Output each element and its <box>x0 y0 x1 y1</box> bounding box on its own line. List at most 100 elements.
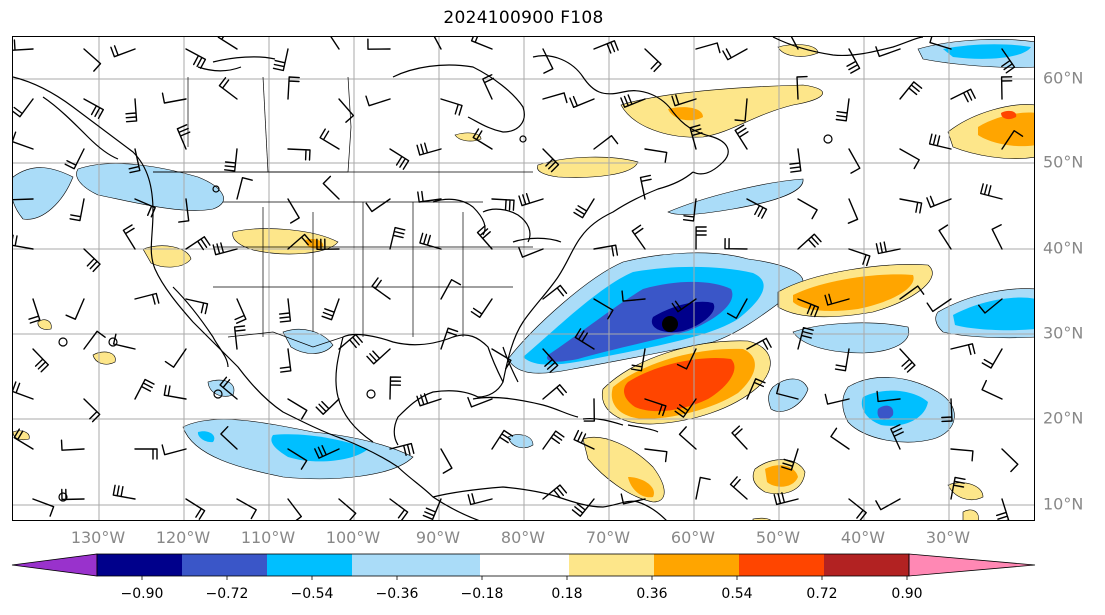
wind-barb <box>422 498 442 520</box>
wind-barb <box>797 298 820 318</box>
wind-barb <box>724 238 748 250</box>
wind-barb <box>287 198 300 224</box>
wind-barb <box>542 348 559 373</box>
wind-barb <box>797 233 822 250</box>
wind-barb <box>571 498 595 517</box>
wind-barb <box>731 425 748 450</box>
wind-barb <box>472 128 493 150</box>
lat-label: 10°N <box>1043 494 1084 514</box>
colorbar-segment <box>480 554 569 576</box>
wind-barb <box>689 124 703 150</box>
wind-barb <box>729 476 748 500</box>
wind-barb <box>620 94 646 108</box>
coastlines <box>13 37 924 520</box>
wind-barb <box>287 76 300 100</box>
lon-label: 60°W <box>670 528 716 547</box>
wind-barb <box>176 124 191 150</box>
wind-barb <box>899 348 916 373</box>
wind-barb <box>734 124 749 150</box>
colorbar-segment <box>267 554 352 576</box>
wind-barb <box>315 398 340 415</box>
wind-barb <box>13 381 34 400</box>
wind-barb <box>593 40 619 54</box>
wind-barb <box>573 429 595 450</box>
colorbar-max-extend <box>908 553 1036 577</box>
wind-barb <box>220 426 238 450</box>
wind-barb <box>371 277 391 300</box>
wind-barb <box>366 348 391 365</box>
wind-barb <box>470 37 493 50</box>
wind-barb <box>367 38 391 50</box>
lat-label: 40°N <box>1043 238 1084 258</box>
lon-label: 80°W <box>500 528 546 547</box>
wind-barb <box>981 348 1003 369</box>
wind-barb <box>824 393 850 405</box>
wind-barb <box>272 48 289 72</box>
wind-barb <box>978 298 1003 314</box>
wind-barb <box>470 298 493 318</box>
wind-barb <box>287 398 308 420</box>
wind-barb <box>161 444 187 456</box>
wind-barb <box>287 498 302 520</box>
colorbar-segment <box>97 554 182 576</box>
lat-label: 20°N <box>1043 408 1084 428</box>
wind-barb <box>491 198 515 211</box>
wind-barb <box>875 46 901 58</box>
wind-barb <box>734 98 748 122</box>
wind-barb <box>1001 48 1016 74</box>
colorbar-segment <box>569 554 654 576</box>
wind-barb <box>389 498 409 520</box>
wind-barb <box>13 198 34 201</box>
wind-barb <box>1000 76 1013 100</box>
wind-barb <box>695 42 721 54</box>
wind-barb <box>834 348 850 372</box>
wind-barb <box>112 333 136 350</box>
colorbar-tick-label: −0.36 <box>375 586 419 602</box>
wind-barb <box>83 330 106 350</box>
wind-barb <box>13 428 34 450</box>
wind-barb <box>797 327 814 350</box>
wind-barb <box>365 198 391 213</box>
wind-barb <box>134 292 160 305</box>
wind-barb <box>781 448 799 471</box>
wind-barb <box>790 37 799 50</box>
wind-barb <box>491 429 514 450</box>
wind-barb <box>847 198 859 224</box>
colorbar-tick-label: −0.18 <box>460 586 504 602</box>
wind-barb <box>848 148 861 174</box>
wind-barb <box>695 226 707 250</box>
wind-barb <box>83 48 102 72</box>
wind-barb <box>64 148 85 170</box>
wind-barb <box>467 396 493 408</box>
lat-label: 50°N <box>1043 152 1084 172</box>
colorbar-tick-label: −0.54 <box>290 586 334 602</box>
colorbar-segment <box>824 554 909 576</box>
wind-barb <box>467 493 493 506</box>
wind-barb <box>644 398 667 417</box>
wind-barb <box>185 298 209 315</box>
wind-barb <box>416 142 442 156</box>
lon-label: 100°W <box>325 528 381 547</box>
wind-barb <box>125 98 138 123</box>
wind-barb <box>185 498 206 520</box>
wind-barb <box>996 498 1010 520</box>
wind-barb <box>287 148 311 161</box>
wind-barb <box>219 376 238 400</box>
wind-barb <box>981 379 1003 400</box>
wind-barb <box>950 476 966 500</box>
wind-barb <box>28 298 41 324</box>
wind-barb <box>848 248 871 267</box>
wind-barb <box>674 398 697 418</box>
graticule <box>13 37 1034 520</box>
wind-barb <box>830 427 850 450</box>
wind-barb <box>287 233 312 250</box>
wind-barb <box>330 37 340 50</box>
wind-barb <box>321 298 340 321</box>
wind-barb <box>746 337 772 350</box>
wind-barb <box>797 198 818 220</box>
colorbar-min-extend <box>11 553 98 577</box>
wind-barb <box>518 193 544 207</box>
wind-barb <box>389 376 402 400</box>
wind-barb <box>61 488 85 501</box>
wind-barb <box>899 198 923 214</box>
